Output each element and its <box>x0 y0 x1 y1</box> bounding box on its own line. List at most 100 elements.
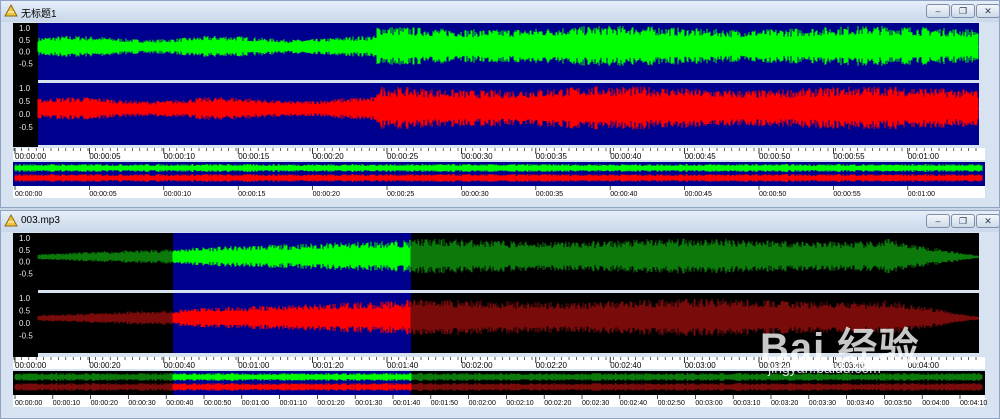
amplitude-label: 0.5 <box>19 97 31 106</box>
time-label: 00:00:40 <box>164 361 196 370</box>
amplitude-label: 0.5 <box>19 36 31 45</box>
overview-time-label: 00:02:30 <box>582 400 609 407</box>
time-label: 00:03:20 <box>759 361 791 370</box>
time-label: 00:00:05 <box>89 152 121 161</box>
amplitude-label: -0.5 <box>19 59 33 68</box>
window-title: 003.mp3 <box>21 215 60 226</box>
overview-time-label: 00:00:05 <box>89 191 116 198</box>
overview-time-label: 00:03:10 <box>733 400 760 407</box>
time-label: 00:02:20 <box>536 361 568 370</box>
time-label: 00:01:40 <box>387 361 419 370</box>
time-label: 00:04:00 <box>908 361 940 370</box>
audio-window-untitled: 无标题1 – ❐ ✕ 1.0 0.5 0.0 -0.5 1.0 0.5 0.0 -0.5 00:… <box>0 0 1000 208</box>
overview-time-label: 00:03:00 <box>695 400 722 407</box>
time-label: 00:00:00 <box>15 152 47 161</box>
title-bar[interactable]: 无标题1 – ❐ ✕ <box>1 1 999 22</box>
amplitude-axis <box>13 23 38 147</box>
overview-time-label: 00:02:20 <box>544 400 571 407</box>
overview-time-label: 00:04:10 <box>960 400 987 407</box>
audio-window-003-mp3: 003.mp3 – ❐ ✕ 1.0 0.5 0.0 -0.5 1.0 0.5 0.0 -0.5… <box>0 210 1000 419</box>
watermark-logo: Bai 经验 <box>760 326 920 370</box>
overview-time-label: 00:00:55 <box>833 191 860 198</box>
overview-time-label: 00:00:00 <box>15 400 42 407</box>
overview-time-label: 00:04:00 <box>922 400 949 407</box>
time-label: 00:03:00 <box>685 361 717 370</box>
overview-time-label: 00:03:40 <box>847 400 874 407</box>
window-title: 无标题1 <box>21 9 57 20</box>
time-label: 00:00:20 <box>89 361 121 370</box>
close-button[interactable]: ✕ <box>976 214 999 228</box>
overview-time-label: 00:01:10 <box>280 400 307 407</box>
time-label: 00:01:00 <box>908 152 940 161</box>
watermark-url: jingyan.baidu.com <box>768 360 881 376</box>
time-label: 00:02:40 <box>610 361 642 370</box>
time-label: 00:00:40 <box>610 152 642 161</box>
amplitude-label: 1.0 <box>19 84 31 93</box>
close-button[interactable]: ✕ <box>976 4 999 18</box>
amplitude-label: 1.0 <box>19 24 31 33</box>
overview-time-label: 00:01:00 <box>908 191 935 198</box>
overview-time-label: 00:00:30 <box>128 400 155 407</box>
overview-time-label: 00:01:20 <box>317 400 344 407</box>
time-label: 00:00:10 <box>164 152 196 161</box>
time-label: 00:00:45 <box>685 152 717 161</box>
time-label: 00:00:50 <box>759 152 791 161</box>
waveform-display[interactable]: 1.0 0.5 0.0 -0.5 1.0 0.5 0.0 -0.5 00:00:00 00:00:… <box>1 211 1000 419</box>
minimize-button[interactable]: – <box>926 4 950 18</box>
amplitude-label: 0.0 <box>19 110 31 119</box>
overview-time-label: 00:03:30 <box>809 400 836 407</box>
amplitude-label: 0.0 <box>19 48 31 57</box>
amplitude-label: 0.0 <box>19 258 31 267</box>
time-label: 00:01:00 <box>238 361 270 370</box>
overview-time-label: 00:00:20 <box>91 400 118 407</box>
overview-time-label: 00:02:00 <box>469 400 496 407</box>
overview-time-label: 00:00:50 <box>759 191 786 198</box>
overview-time-label: 00:00:10 <box>53 400 80 407</box>
overview-time-label: 00:02:10 <box>506 400 533 407</box>
amplitude-axis <box>13 233 38 357</box>
time-label: 00:00:25 <box>387 152 419 161</box>
title-bar[interactable]: 003.mp3 – ❐ ✕ <box>1 211 999 232</box>
overview-time-label: 00:00:40 <box>166 400 193 407</box>
amplitude-label: 0.5 <box>19 246 31 255</box>
restore-button[interactable]: ❐ <box>951 4 975 18</box>
amplitude-label: 0.0 <box>19 319 31 328</box>
amplitude-label: 1.0 <box>19 234 31 243</box>
overview-time-label: 00:00:20 <box>313 191 340 198</box>
overview-time-label: 00:02:40 <box>620 400 647 407</box>
overview-time-label: 00:00:10 <box>164 191 191 198</box>
time-label: 00:00:35 <box>536 152 568 161</box>
minimize-button[interactable]: – <box>926 214 950 228</box>
time-label: 00:02:00 <box>461 361 493 370</box>
timeline-ruler <box>13 148 985 160</box>
amplitude-label: 1.0 <box>19 294 31 303</box>
overview-time-label: 00:00:45 <box>685 191 712 198</box>
overview-time-label: 00:00:00 <box>15 191 42 198</box>
overview-time-label: 00:00:15 <box>238 191 265 198</box>
time-label: 00:00:20 <box>313 152 345 161</box>
amplitude-label: 0.5 <box>19 307 31 316</box>
overview-time-label: 00:01:40 <box>393 400 420 407</box>
time-label: 00:00:30 <box>461 152 493 161</box>
waveform-display[interactable]: 1.0 0.5 0.0 -0.5 1.0 0.5 0.0 -0.5 00:00:00 00:00:… <box>1 1 1000 208</box>
overview-ruler <box>13 186 985 198</box>
overview-time-label: 00:03:20 <box>771 400 798 407</box>
overview-time-label: 00:00:25 <box>387 191 414 198</box>
overview-time-label: 00:01:00 <box>242 400 269 407</box>
time-label: 00:00:15 <box>238 152 270 161</box>
time-label: 00:00:55 <box>833 152 865 161</box>
overview-time-label: 00:00:30 <box>461 191 488 198</box>
time-label: 00:03:40 <box>833 361 865 370</box>
time-label: 00:01:20 <box>313 361 345 370</box>
restore-button[interactable]: ❐ <box>951 214 975 228</box>
overview-time-label: 00:01:50 <box>431 400 458 407</box>
amplitude-label: -0.5 <box>19 269 33 278</box>
overview-time-label: 00:00:50 <box>204 400 231 407</box>
time-label: 00:00:00 <box>15 361 47 370</box>
overview-time-label: 00:01:30 <box>355 400 382 407</box>
overview-ruler <box>13 395 985 407</box>
app-icon <box>4 214 18 227</box>
amplitude-label: -0.5 <box>19 123 33 132</box>
overview-time-label: 00:02:50 <box>658 400 685 407</box>
amplitude-label: -0.5 <box>19 332 33 341</box>
